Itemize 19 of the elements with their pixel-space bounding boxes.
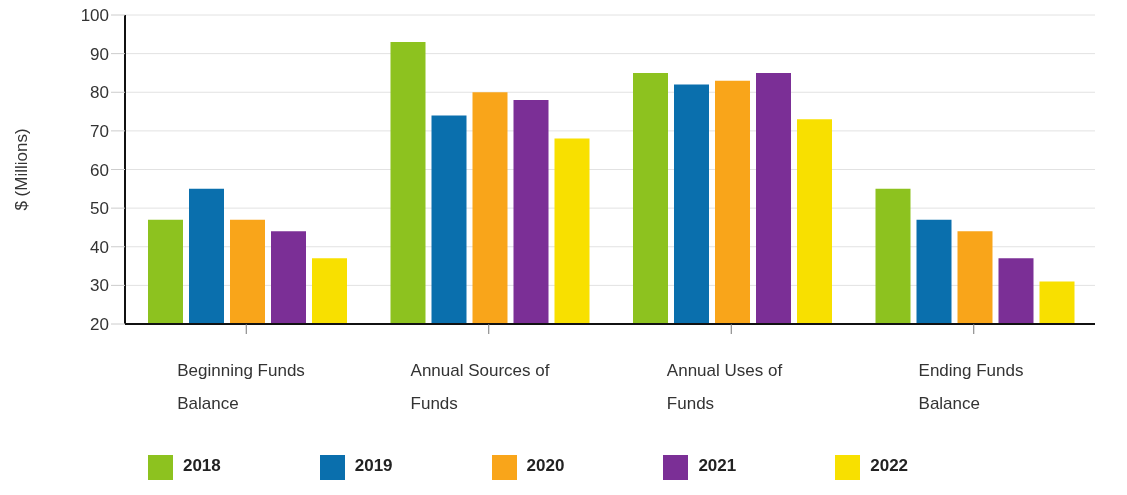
y-tick-label: 90	[90, 44, 109, 64]
y-tick-label: 40	[90, 237, 109, 257]
y-tick-label: 60	[90, 160, 109, 180]
x-tick-label: Annual Sources of Funds	[410, 361, 550, 413]
x-tick-label: Ending Funds Balance	[918, 361, 1024, 413]
y-tick-label: 30	[90, 276, 109, 296]
legend-label: 2018	[182, 456, 221, 476]
legend-label: 2019	[354, 456, 393, 476]
legend-label: 2022	[870, 456, 909, 476]
y-tick-label: 20	[90, 315, 109, 335]
legend-label: 2021	[698, 456, 737, 476]
y-axis-title: $ (Millions)	[11, 128, 31, 211]
legend-label: 2020	[526, 456, 565, 476]
y-tick-label: 70	[90, 121, 109, 141]
y-tick-label: 80	[90, 83, 109, 103]
x-tick-label: Annual Uses of Funds	[666, 361, 783, 413]
y-tick-label: 100	[80, 6, 109, 26]
x-tick-label: Beginning Funds Balance	[177, 361, 305, 413]
y-tick-label: 50	[90, 199, 109, 219]
